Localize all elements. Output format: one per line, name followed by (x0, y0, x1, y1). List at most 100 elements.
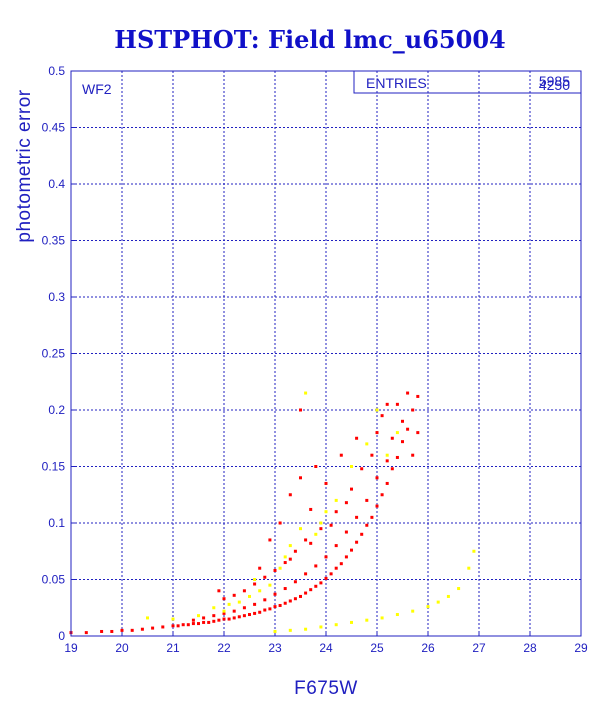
data-point-series-1 (278, 603, 282, 607)
data-point-series-2 (304, 627, 308, 631)
data-point-series-1 (273, 605, 277, 609)
y-tick-labels: 0 0.05 0.1 0.15 0.2 0.25 0.3 0.35 0.4 0.45 0.5 (42, 64, 66, 643)
data-point-series-2 (273, 629, 277, 633)
data-point-series-2 (426, 605, 430, 609)
data-point-series-2 (395, 431, 399, 435)
stats-box-frame (353, 70, 582, 94)
x-tick-label: 27 (472, 641, 486, 655)
data-point-series-1 (314, 564, 318, 568)
data-point-series-1 (181, 623, 185, 627)
data-point-series-2 (334, 623, 338, 627)
data-point-series-1 (344, 530, 348, 534)
data-point-series-1 (140, 627, 144, 631)
data-point-series-1 (360, 532, 364, 536)
y-tick-label: 0.1 (48, 516, 65, 530)
stats-entries-value-secondary: 4250 (539, 77, 570, 93)
data-point-series-2 (446, 594, 450, 598)
data-point-series-2 (319, 625, 323, 629)
data-point-series-1 (304, 591, 308, 595)
data-point-series-1 (227, 617, 231, 621)
data-point-series-1 (202, 620, 206, 624)
data-point-series-1 (212, 619, 216, 623)
data-point-series-1 (401, 419, 404, 423)
data-point-series-2 (222, 609, 226, 613)
data-point-series-1 (304, 572, 308, 576)
data-point-series-1 (324, 481, 328, 485)
data-point-series-1 (355, 515, 359, 519)
data-point-series-1 (375, 476, 379, 480)
data-point-series-1 (329, 572, 333, 576)
data-point-series-1 (222, 597, 226, 601)
data-point-series-1 (375, 504, 379, 508)
data-point-series-2 (268, 583, 272, 587)
data-point-series-2 (319, 521, 323, 525)
data-point-series-2 (365, 618, 369, 622)
data-point-series-1 (217, 618, 221, 622)
data-point-series-1 (344, 555, 348, 559)
data-point-series-1 (171, 624, 175, 628)
data-point-series-2 (212, 606, 216, 610)
data-point-series-2 (375, 408, 379, 412)
data-point-series-2 (248, 594, 251, 598)
data-point-series-2 (288, 628, 292, 632)
data-point-series-1 (283, 561, 287, 565)
data-point-series-1 (385, 459, 389, 463)
y-tick-label: 0.35 (42, 234, 66, 248)
data-point-series-1 (304, 538, 308, 542)
y-tick-label: 0 (58, 629, 65, 643)
y-tick-label: 0.2 (48, 403, 65, 417)
data-point-series-2 (299, 527, 302, 531)
data-point-series-1 (380, 414, 384, 418)
data-point-series-1 (370, 515, 374, 519)
data-point-series-1 (253, 611, 257, 615)
data-point-series-1 (151, 626, 155, 630)
data-point-series-1 (288, 557, 292, 561)
data-point-series-1 (191, 618, 195, 622)
x-tick-label: 29 (574, 641, 588, 655)
data-point-series-1 (395, 455, 399, 459)
data-point-series-1 (186, 623, 190, 627)
x-tick-label: 23 (268, 641, 282, 655)
data-point-series-1 (324, 555, 328, 559)
data-point-series-1 (258, 566, 262, 570)
data-point-series-1 (309, 588, 313, 592)
x-tick-label: 26 (421, 641, 435, 655)
data-point-series-1 (100, 629, 104, 633)
data-point-series-1 (293, 597, 297, 601)
data-point-series-1 (339, 453, 343, 457)
y-tick-label: 0.45 (42, 121, 66, 135)
y-axis-label: photometric error (14, 89, 35, 242)
data-point-series-1 (222, 611, 226, 615)
data-point-series-1 (360, 467, 364, 471)
data-point-series-1 (350, 548, 353, 552)
data-point-series-1 (385, 481, 389, 485)
data-point-series-1 (253, 602, 257, 606)
data-point-series-1 (406, 427, 410, 431)
data-point-series-1 (334, 566, 338, 570)
data-point-series-1 (176, 624, 180, 628)
data-point-series-1 (202, 616, 206, 620)
data-point-series-1 (232, 616, 236, 620)
data-point-series-2 (385, 453, 389, 457)
data-point-series-1 (217, 589, 221, 593)
data-point-series-1 (299, 476, 302, 480)
data-point-series-1 (242, 614, 246, 618)
data-point-series-1 (380, 493, 384, 497)
data-point-series-1 (273, 568, 277, 572)
data-point-series-1 (212, 614, 216, 618)
data-point-series-1 (299, 594, 302, 598)
data-point-series-1 (385, 402, 389, 406)
data-point-series-2 (411, 609, 415, 613)
data-point-series-1 (365, 523, 369, 527)
data-point-series-2 (171, 617, 175, 621)
data-point-series-2 (253, 578, 257, 581)
data-point-series-1 (406, 391, 410, 395)
data-point-series-2 (350, 620, 353, 624)
x-tick-label: 19 (64, 641, 78, 655)
data-point-series-1 (309, 541, 313, 545)
data-point-series-2 (365, 442, 369, 446)
data-point-series-2 (314, 532, 318, 536)
data-point-series-2 (436, 600, 440, 604)
data-point-series-2 (324, 510, 328, 514)
